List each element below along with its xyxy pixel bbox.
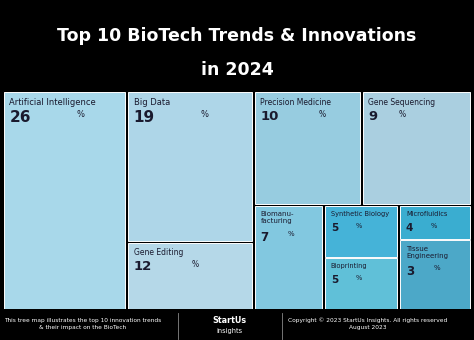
Text: %: % xyxy=(356,223,362,229)
Text: insights: insights xyxy=(217,328,243,334)
FancyBboxPatch shape xyxy=(255,206,322,309)
FancyBboxPatch shape xyxy=(4,92,125,309)
Text: Top 10 BioTech Trends & Innovations: Top 10 BioTech Trends & Innovations xyxy=(57,27,417,45)
Text: 7: 7 xyxy=(261,231,269,244)
Text: 3: 3 xyxy=(406,266,414,278)
Text: 5: 5 xyxy=(331,275,338,285)
FancyBboxPatch shape xyxy=(255,92,360,204)
Text: Tissue
Engineering: Tissue Engineering xyxy=(406,246,448,259)
Text: %: % xyxy=(430,223,437,229)
Text: 19: 19 xyxy=(134,110,155,125)
Text: 26: 26 xyxy=(9,110,31,125)
Text: %: % xyxy=(399,110,406,119)
Text: Big Data: Big Data xyxy=(134,98,170,107)
Text: Copyright © 2023 StartUs Insights. All rights reserved
August 2023: Copyright © 2023 StartUs Insights. All r… xyxy=(288,318,447,330)
Text: Biomanu-
facturing: Biomanu- facturing xyxy=(261,211,294,224)
FancyBboxPatch shape xyxy=(401,206,470,239)
Text: in 2024: in 2024 xyxy=(201,61,273,79)
Text: Artificial Intelligence: Artificial Intelligence xyxy=(9,98,96,107)
Text: 9: 9 xyxy=(368,110,377,123)
Text: Synthetic Biology: Synthetic Biology xyxy=(331,211,389,217)
Text: Gene Editing: Gene Editing xyxy=(134,248,183,257)
Text: Microfluidics: Microfluidics xyxy=(406,211,447,217)
Text: Precision Medicine: Precision Medicine xyxy=(261,98,331,107)
Text: Gene Sequencing: Gene Sequencing xyxy=(368,98,436,107)
Text: StartUs: StartUs xyxy=(213,316,247,325)
FancyBboxPatch shape xyxy=(325,206,398,256)
Text: 10: 10 xyxy=(261,110,279,123)
Text: %: % xyxy=(356,275,362,281)
Text: 5: 5 xyxy=(331,223,338,233)
FancyBboxPatch shape xyxy=(325,258,398,309)
Text: 12: 12 xyxy=(134,260,152,273)
Text: 4: 4 xyxy=(406,223,413,233)
Text: %: % xyxy=(434,266,440,271)
Text: %: % xyxy=(201,110,209,119)
Text: %: % xyxy=(76,110,84,119)
FancyBboxPatch shape xyxy=(128,92,252,241)
FancyBboxPatch shape xyxy=(128,243,252,309)
Text: %: % xyxy=(288,231,295,237)
Text: This tree map illustrates the top 10 innovation trends
& their impact on the Bio: This tree map illustrates the top 10 inn… xyxy=(4,318,162,330)
FancyBboxPatch shape xyxy=(363,92,470,204)
Text: Bioprinting: Bioprinting xyxy=(331,263,367,269)
Text: %: % xyxy=(192,260,199,269)
Text: %: % xyxy=(319,110,326,119)
FancyBboxPatch shape xyxy=(401,240,470,309)
